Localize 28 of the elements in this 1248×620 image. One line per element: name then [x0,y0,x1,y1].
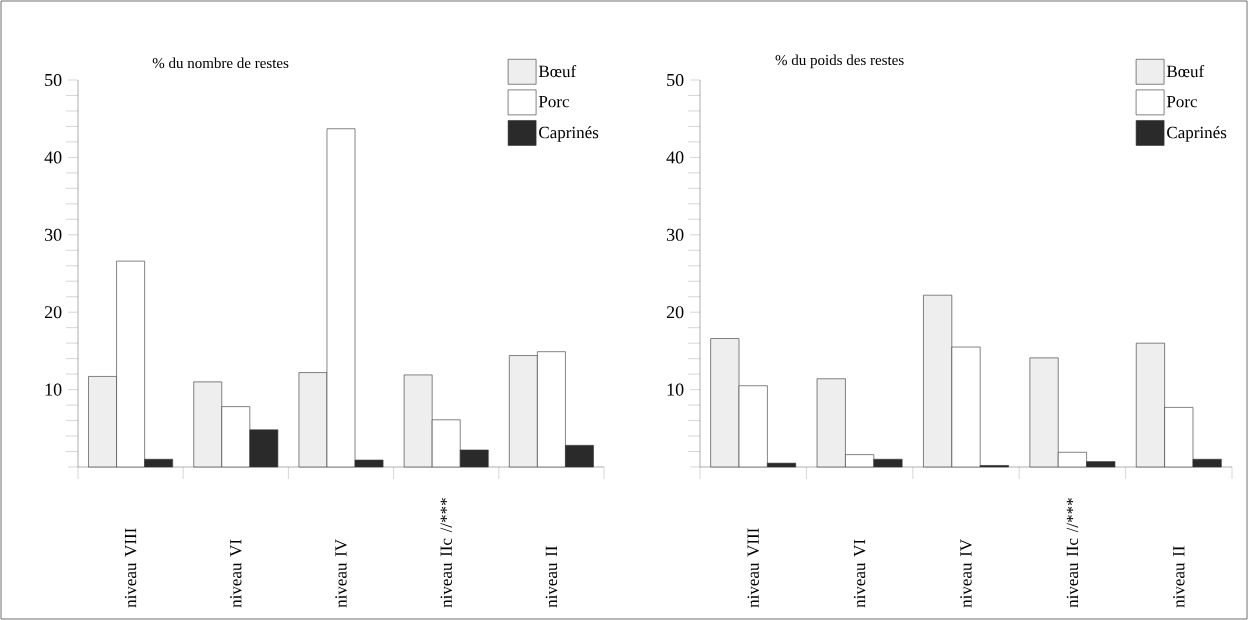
y-tick-label: 40 [44,151,62,164]
x-tick-label: niveau VI [230,539,242,608]
y-tick-label: 30 [667,228,684,241]
legend-label: Bœuf [1166,65,1205,78]
x-tick-label: niveau II [545,546,558,608]
x-tick-label: niveau IV [960,539,972,608]
legend-label: Caprinés [1167,126,1227,142]
y-tick-label: 10 [667,383,684,396]
legend-label: Bœuf [538,65,577,78]
y-tick-label: 10 [45,383,62,396]
legend-label: Caprinés [539,126,599,142]
x-tick-label: niveau VIII [124,528,137,608]
chart-title: % du poids des restes [775,54,904,69]
x-tick-label: niveau IIc //*** [440,498,452,608]
x-tick-label: niveau IV [335,539,347,608]
y-tick-label: 50 [667,73,684,87]
x-tick-label: niveau VI [853,539,866,608]
y-tick-label: 20 [666,306,684,319]
y-tick-label: 30 [44,228,62,241]
y-tick-label: 20 [44,306,62,319]
legend-label: Porc [1166,96,1198,108]
x-tick-label: niveau II [1173,546,1185,608]
chart-title: % du nombre de restes [152,57,289,69]
y-tick-label: 40 [666,151,684,164]
legend-label: Porc [538,96,570,108]
x-tick-label: niveau IIc //*** [1066,498,1079,608]
x-tick-label: niveau VIII [747,528,759,608]
y-tick-label: 50 [45,73,62,87]
